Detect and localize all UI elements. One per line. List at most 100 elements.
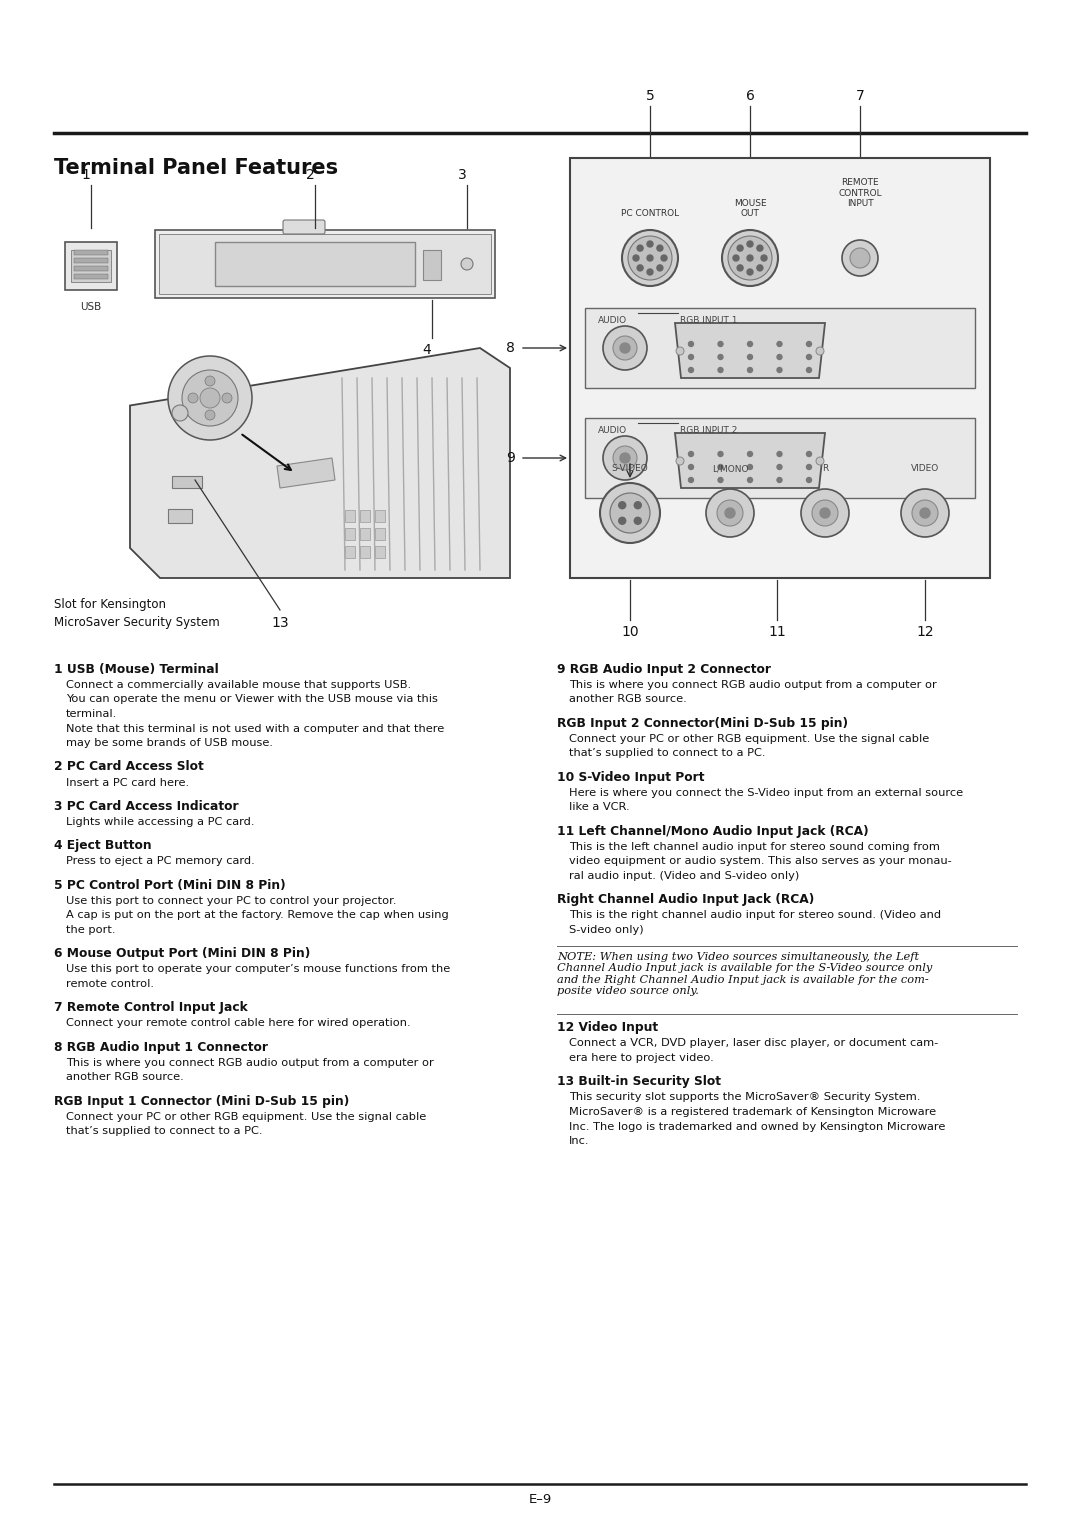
Circle shape: [725, 507, 735, 518]
Text: 1 USB (Mouse) Terminal: 1 USB (Mouse) Terminal: [54, 663, 219, 675]
Circle shape: [634, 518, 642, 524]
Circle shape: [717, 500, 743, 526]
Circle shape: [738, 264, 743, 270]
Circle shape: [747, 269, 753, 275]
Text: terminal.: terminal.: [66, 709, 118, 720]
Text: This is where you connect RGB audio output from a computer or: This is where you connect RGB audio outp…: [569, 680, 936, 691]
Text: 2 PC Card Access Slot: 2 PC Card Access Slot: [54, 761, 204, 773]
Text: 11 Left Channel/Mono Audio Input Jack (RCA): 11 Left Channel/Mono Audio Input Jack (R…: [557, 825, 868, 837]
Text: S-VIDEO: S-VIDEO: [611, 465, 648, 474]
Text: Use this port to connect your PC to control your projector.: Use this port to connect your PC to cont…: [66, 895, 396, 906]
Text: 7 Remote Control Input Jack: 7 Remote Control Input Jack: [54, 1001, 247, 1015]
Circle shape: [657, 244, 663, 251]
Circle shape: [850, 248, 870, 267]
Text: 6: 6: [745, 89, 755, 102]
Bar: [360, 545, 370, 558]
Text: Lights while accessing a PC card.: Lights while accessing a PC card.: [66, 817, 255, 827]
Text: RGB INPUT 1: RGB INPUT 1: [680, 316, 738, 325]
Circle shape: [747, 451, 753, 457]
Circle shape: [689, 354, 693, 359]
Text: USB: USB: [80, 303, 102, 312]
Circle shape: [603, 325, 647, 370]
Text: This is the left channel audio input for stereo sound coming from: This is the left channel audio input for…: [569, 842, 940, 853]
Circle shape: [901, 489, 949, 536]
Circle shape: [816, 457, 824, 465]
Bar: [375, 510, 384, 523]
Text: Terminal Panel Features: Terminal Panel Features: [54, 157, 338, 177]
Circle shape: [718, 341, 723, 347]
Circle shape: [222, 393, 232, 403]
Text: 3: 3: [458, 168, 467, 182]
Polygon shape: [675, 432, 825, 487]
Bar: [159, 234, 491, 293]
Text: A cap is put on the port at the factory. Remove the cap when using: A cap is put on the port at the factory.…: [66, 911, 449, 920]
Bar: [375, 529, 384, 539]
Bar: [75, 274, 108, 280]
Text: This is where you connect RGB audio output from a computer or: This is where you connect RGB audio outp…: [66, 1057, 434, 1068]
Text: This is the right channel audio input for stereo sound. (Video and: This is the right channel audio input fo…: [569, 911, 941, 920]
Text: Note that this terminal is not used with a computer and that there: Note that this terminal is not used with…: [66, 723, 444, 733]
Circle shape: [637, 244, 643, 251]
Circle shape: [620, 452, 630, 463]
Text: remote control.: remote control.: [66, 979, 154, 989]
Bar: [75, 266, 108, 270]
Text: E–9: E–9: [528, 1493, 552, 1507]
Circle shape: [807, 465, 811, 469]
Text: You can operate the menu or Viewer with the USB mouse via this: You can operate the menu or Viewer with …: [66, 695, 437, 704]
Circle shape: [661, 255, 667, 261]
Text: This security slot supports the MicroSaver® Security System.: This security slot supports the MicroSav…: [569, 1093, 920, 1103]
Circle shape: [747, 241, 753, 248]
Text: MicroSaver Security System: MicroSaver Security System: [54, 616, 219, 630]
Text: S-video only): S-video only): [569, 924, 644, 935]
Circle shape: [816, 347, 824, 354]
Text: MicroSaver® is a registered trademark of Kensington Microware: MicroSaver® is a registered trademark of…: [569, 1106, 936, 1117]
Text: 5: 5: [646, 89, 654, 102]
Circle shape: [637, 264, 643, 270]
Text: that’s supplied to connect to a PC.: that’s supplied to connect to a PC.: [66, 1126, 262, 1137]
Circle shape: [634, 501, 642, 509]
Text: 1: 1: [82, 168, 91, 182]
Circle shape: [747, 368, 753, 373]
Circle shape: [807, 368, 811, 373]
Text: MOUSE
OUT: MOUSE OUT: [733, 199, 767, 219]
Text: Connect a VCR, DVD player, laser disc player, or document cam-: Connect a VCR, DVD player, laser disc pl…: [569, 1039, 939, 1048]
Text: 13: 13: [271, 616, 288, 630]
Text: R: R: [822, 465, 828, 474]
Circle shape: [689, 451, 693, 457]
Polygon shape: [276, 458, 335, 487]
Text: like a VCR.: like a VCR.: [569, 802, 630, 813]
Circle shape: [633, 255, 639, 261]
Text: Right Channel Audio Input Jack (RCA): Right Channel Audio Input Jack (RCA): [557, 894, 814, 906]
Circle shape: [647, 255, 653, 261]
Circle shape: [747, 255, 753, 261]
Text: era here to project video.: era here to project video.: [569, 1053, 714, 1063]
Text: 3 PC Card Access Indicator: 3 PC Card Access Indicator: [54, 801, 239, 813]
Circle shape: [912, 500, 939, 526]
Text: 13 Built-in Security Slot: 13 Built-in Security Slot: [557, 1076, 721, 1088]
Circle shape: [777, 465, 782, 469]
Circle shape: [689, 465, 693, 469]
Text: AUDIO: AUDIO: [598, 426, 627, 435]
Circle shape: [807, 477, 811, 483]
Text: Here is where you connect the S-Video input from an external source: Here is where you connect the S-Video in…: [569, 788, 963, 798]
Circle shape: [777, 341, 782, 347]
Circle shape: [620, 342, 630, 353]
Circle shape: [718, 368, 723, 373]
Circle shape: [777, 477, 782, 483]
Circle shape: [807, 451, 811, 457]
Text: 6 Mouse Output Port (Mini DIN 8 Pin): 6 Mouse Output Port (Mini DIN 8 Pin): [54, 947, 310, 961]
Circle shape: [183, 370, 238, 426]
Circle shape: [718, 451, 723, 457]
Circle shape: [676, 457, 684, 465]
Text: Slot for Kensington: Slot for Kensington: [54, 597, 166, 611]
Bar: [345, 529, 355, 539]
Text: 8: 8: [507, 341, 515, 354]
Text: 9 RGB Audio Input 2 Connector: 9 RGB Audio Input 2 Connector: [557, 663, 771, 675]
Text: 4 Eject Button: 4 Eject Button: [54, 839, 151, 853]
Text: REMOTE
CONTROL
INPUT: REMOTE CONTROL INPUT: [838, 179, 881, 208]
Circle shape: [689, 368, 693, 373]
Circle shape: [622, 231, 678, 286]
Bar: [585, 419, 975, 498]
Text: 10 S-Video Input Port: 10 S-Video Input Port: [557, 772, 704, 784]
Bar: [345, 545, 355, 558]
